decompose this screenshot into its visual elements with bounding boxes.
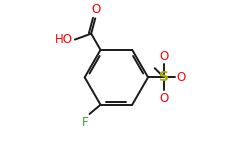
Text: S: S: [159, 70, 169, 84]
Text: F: F: [82, 116, 89, 129]
Text: O: O: [177, 71, 186, 84]
Text: O: O: [91, 3, 100, 16]
Text: O: O: [159, 50, 168, 63]
Text: O: O: [159, 92, 168, 105]
Text: HO: HO: [55, 33, 73, 46]
